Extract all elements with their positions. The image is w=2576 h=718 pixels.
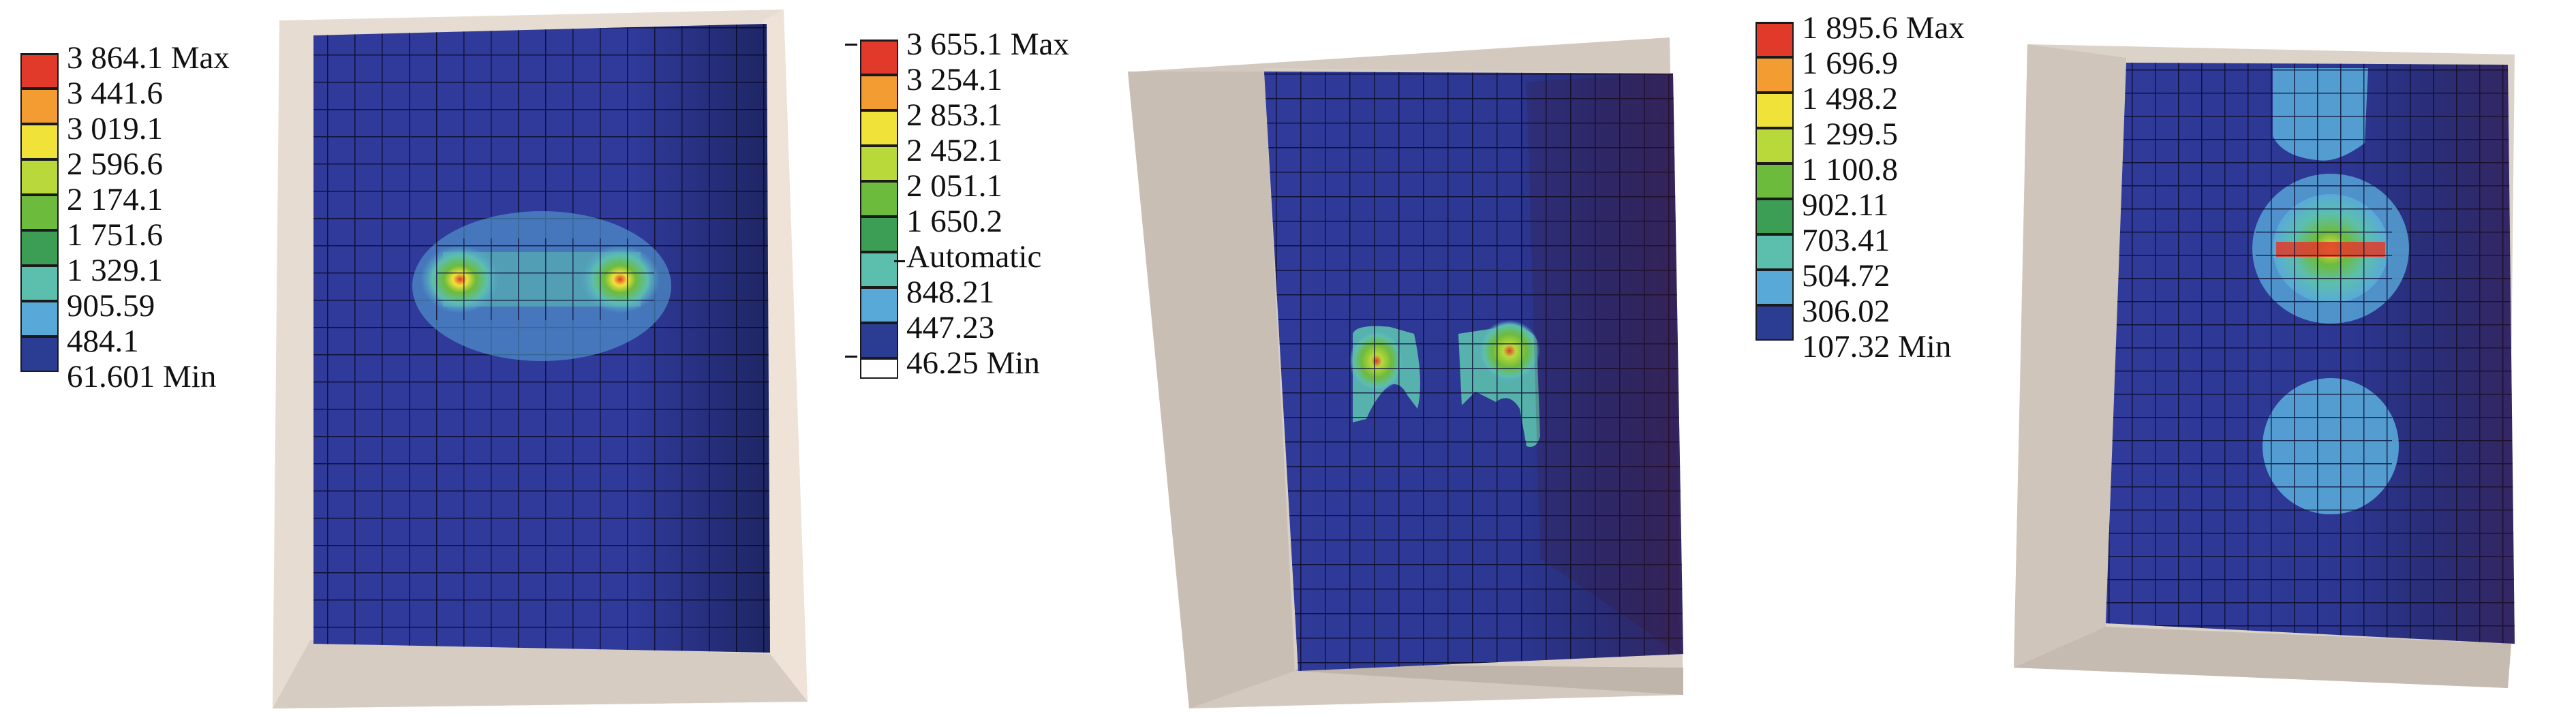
legend-swatch <box>1755 199 1794 234</box>
legend-label: 1 650.2 <box>906 204 1002 239</box>
legend-label: 2 452.1 <box>906 133 1002 168</box>
legend-label: 3 441.6 <box>67 76 163 111</box>
legend-swatch <box>1755 163 1794 199</box>
legend-swatch <box>20 337 59 372</box>
legend-swatch <box>860 287 898 323</box>
legend-label: 2 596.6 <box>67 146 163 182</box>
legend-swatch <box>1755 22 1794 57</box>
legend-swatch <box>20 195 59 230</box>
legend-swatch <box>20 124 59 159</box>
legend-swatch <box>20 89 59 124</box>
legend-label: 2 174.1 <box>67 182 163 217</box>
legend-swatch <box>20 159 59 195</box>
legend-automatic-label: Automatic <box>906 239 1042 275</box>
legend-label: 2 853.1 <box>906 97 1002 133</box>
legend-label: 1 329.1 <box>67 253 163 288</box>
legend-swatch <box>20 301 59 337</box>
legend-swatch <box>860 323 898 358</box>
legend-swatch <box>860 358 898 379</box>
legend-label: 1 696.9 <box>1802 46 1898 81</box>
legend-swatch <box>860 75 898 110</box>
legend-label: 848.21 <box>906 275 995 310</box>
legend-range-tick <box>845 356 857 358</box>
legend-label: 3 019.1 <box>67 111 163 146</box>
legend-label: 905.59 <box>67 288 155 324</box>
legend-label: 1 498.2 <box>1802 81 1898 116</box>
legend-swatch <box>1755 305 1794 341</box>
legend-max-label: 1 895.6 Max <box>1802 10 1965 46</box>
legend-swatch <box>20 230 59 266</box>
legend-panel-2: 3 655.1 Max 3 254.1 2 853.1 2 452.1 2 05… <box>845 27 1133 409</box>
legend-label: 484.1 <box>67 324 139 359</box>
legend-swatch <box>860 110 898 146</box>
legend-range-tick <box>845 44 857 46</box>
legend-label: 1 751.6 <box>67 217 163 253</box>
legend-min-label: 46.25 Min <box>906 345 1040 381</box>
legend-label: 1 299.5 <box>1802 116 1898 152</box>
legend-swatch <box>860 40 898 75</box>
legend-swatch <box>20 266 59 301</box>
legend-label: 504.72 <box>1802 258 1890 294</box>
legend-swatch <box>860 217 898 252</box>
legend-swatch <box>1755 93 1794 128</box>
legend-label: 1 100.8 <box>1802 152 1898 187</box>
legend-max-label: 3 655.1 Max <box>906 27 1069 62</box>
legend-swatch <box>1755 270 1794 305</box>
legend-swatch <box>860 181 898 217</box>
legend-label: 703.41 <box>1802 223 1890 258</box>
legend-swatch <box>1755 128 1794 163</box>
mesh-surface-2 <box>1264 72 1683 671</box>
legend-panel-3: 1 895.6 Max 1 696.9 1 498.2 1 299.5 1 10… <box>1755 12 2042 366</box>
mesh-surface-1 <box>313 24 770 653</box>
mesh-surface-3 <box>2106 63 2515 644</box>
legend-min-label: 107.32 Min <box>1802 329 1952 364</box>
legend-swatch <box>1755 234 1794 270</box>
legend-swatch <box>860 146 898 181</box>
legend-automatic-tick <box>894 260 905 262</box>
legend-min-label: 61.601 Min <box>67 359 217 394</box>
legend-label: 306.02 <box>1802 294 1890 329</box>
legend-panel-1: 3 864.1 Max 3 441.6 3 019.1 2 596.6 2 17… <box>20 41 279 422</box>
legend-swatch <box>1755 57 1794 93</box>
legend-swatch <box>860 252 898 287</box>
legend-label: 902.11 <box>1802 187 1889 223</box>
legend-label: 2 051.1 <box>906 168 1002 204</box>
legend-label: 447.23 <box>906 310 995 345</box>
legend-max-label: 3 864.1 Max <box>67 40 230 76</box>
legend-swatch <box>20 53 59 89</box>
legend-label: 3 254.1 <box>906 62 1002 97</box>
